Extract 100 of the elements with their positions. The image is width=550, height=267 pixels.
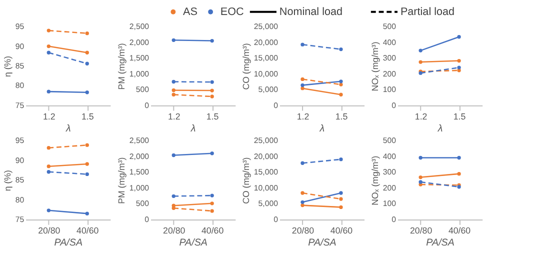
x-tick-label: 20/80 — [410, 226, 432, 236]
x-tick-label: 40/60 — [330, 226, 353, 236]
point — [85, 162, 89, 166]
point — [339, 191, 343, 195]
y-tick-label: 0 — [274, 100, 279, 110]
y-tick-label: 20,000 — [254, 152, 279, 161]
text: Partial load — [400, 6, 455, 18]
y-tick-label: 10,000 — [254, 183, 279, 192]
y-tick-label: 85 — [15, 61, 25, 70]
y-tick-label: 10,000 — [254, 69, 279, 78]
point — [339, 197, 343, 201]
x-tick-label: 1.5 — [206, 112, 219, 122]
y-tick-label: 300 — [382, 168, 397, 177]
point — [46, 170, 50, 174]
text: Nominal load — [279, 6, 343, 18]
y-tick-label: 1,500 — [129, 168, 150, 177]
y-axis-title: PM (mg/m³) — [116, 157, 126, 204]
point — [300, 77, 304, 82]
point — [210, 152, 214, 156]
y-tick-label: 2,500 — [129, 22, 150, 32]
y-axis-title: NOₓ (mg/m³) — [370, 156, 380, 206]
point — [210, 209, 214, 213]
y-tick-label: 500 — [136, 85, 150, 94]
x-axis-title: PA/SA — [308, 238, 337, 249]
point — [300, 83, 304, 88]
y-tick-label: 80 — [15, 195, 25, 204]
y-tick-label: 5,000 — [258, 85, 279, 94]
point — [85, 172, 89, 176]
y-axis-title: CO (mg/m³) — [240, 43, 251, 90]
x-tick-label: 1.2 — [43, 112, 56, 122]
point — [46, 208, 50, 212]
point — [85, 143, 89, 147]
point — [418, 48, 422, 52]
legend-label: EOC — [220, 6, 244, 18]
y-tick-label: 15,000 — [254, 168, 279, 177]
x-tick-label: 20/80 — [38, 226, 60, 236]
point — [46, 50, 50, 54]
point — [210, 38, 214, 43]
point — [46, 28, 50, 32]
x-tick-label: 40/60 — [201, 226, 224, 236]
legend-label: AS — [183, 6, 198, 18]
y-tick-label: 300 — [382, 54, 397, 63]
x-axis-title: PA/SA — [179, 238, 208, 249]
point — [172, 206, 176, 210]
x-tick-label: 1.5 — [453, 112, 466, 122]
point — [210, 80, 214, 84]
x-tick-label: 1.2 — [296, 112, 310, 122]
y-tick-label: 90 — [15, 42, 25, 51]
point — [339, 92, 343, 96]
y-axis-title: η (%) — [2, 56, 12, 78]
x-axis-title: λ — [64, 123, 71, 134]
y-tick-label: 1,000 — [129, 183, 150, 192]
point — [46, 90, 50, 94]
x-axis-title: PA/SA — [54, 238, 83, 249]
y-tick-label: 80 — [15, 81, 25, 90]
point — [172, 88, 176, 92]
y-tick-label: 25,000 — [254, 136, 279, 146]
y-tick-label: 0 — [144, 214, 150, 224]
point — [210, 194, 214, 198]
point — [210, 88, 214, 92]
y-tick-label: 15,000 — [254, 54, 279, 63]
point — [457, 35, 461, 39]
y-tick-label: 0 — [392, 214, 397, 224]
point — [85, 212, 89, 216]
point — [418, 180, 422, 184]
point — [85, 31, 89, 36]
y-tick-label: 95 — [15, 22, 25, 32]
y-tick-label: 500 — [382, 22, 397, 32]
point — [300, 200, 304, 204]
y-tick-label: 100 — [382, 199, 397, 208]
y-axis-title: η (%) — [2, 170, 12, 192]
point — [172, 194, 176, 198]
point — [300, 161, 304, 165]
y-tick-label: 20,000 — [254, 38, 279, 47]
y-tick-label: 200 — [382, 69, 397, 78]
y-tick-label: 400 — [382, 152, 397, 161]
point — [418, 60, 422, 64]
x-axis-title: λ — [318, 123, 325, 134]
point — [85, 62, 89, 66]
x-tick-label: 1.2 — [414, 112, 428, 122]
y-tick-label: 1,500 — [129, 54, 150, 63]
point — [339, 47, 343, 52]
point — [46, 164, 50, 168]
point — [457, 156, 461, 160]
x-tick-label: 40/60 — [448, 226, 471, 236]
point — [418, 175, 422, 180]
point — [339, 80, 343, 84]
y-tick-label: 100 — [382, 85, 397, 94]
x-axis-title: λ — [436, 123, 443, 134]
y-tick-label: 200 — [382, 183, 397, 192]
x-tick-label: 1.5 — [335, 112, 348, 122]
point — [457, 172, 461, 176]
y-tick-label: 500 — [136, 199, 150, 208]
point — [46, 146, 50, 150]
y-tick-label: 75 — [15, 214, 25, 224]
y-tick-label: 2,000 — [129, 38, 150, 47]
point — [85, 50, 89, 54]
point — [300, 42, 304, 46]
x-tick-label: 40/60 — [76, 226, 99, 236]
y-axis-title: CO (mg/m³) — [240, 157, 251, 204]
